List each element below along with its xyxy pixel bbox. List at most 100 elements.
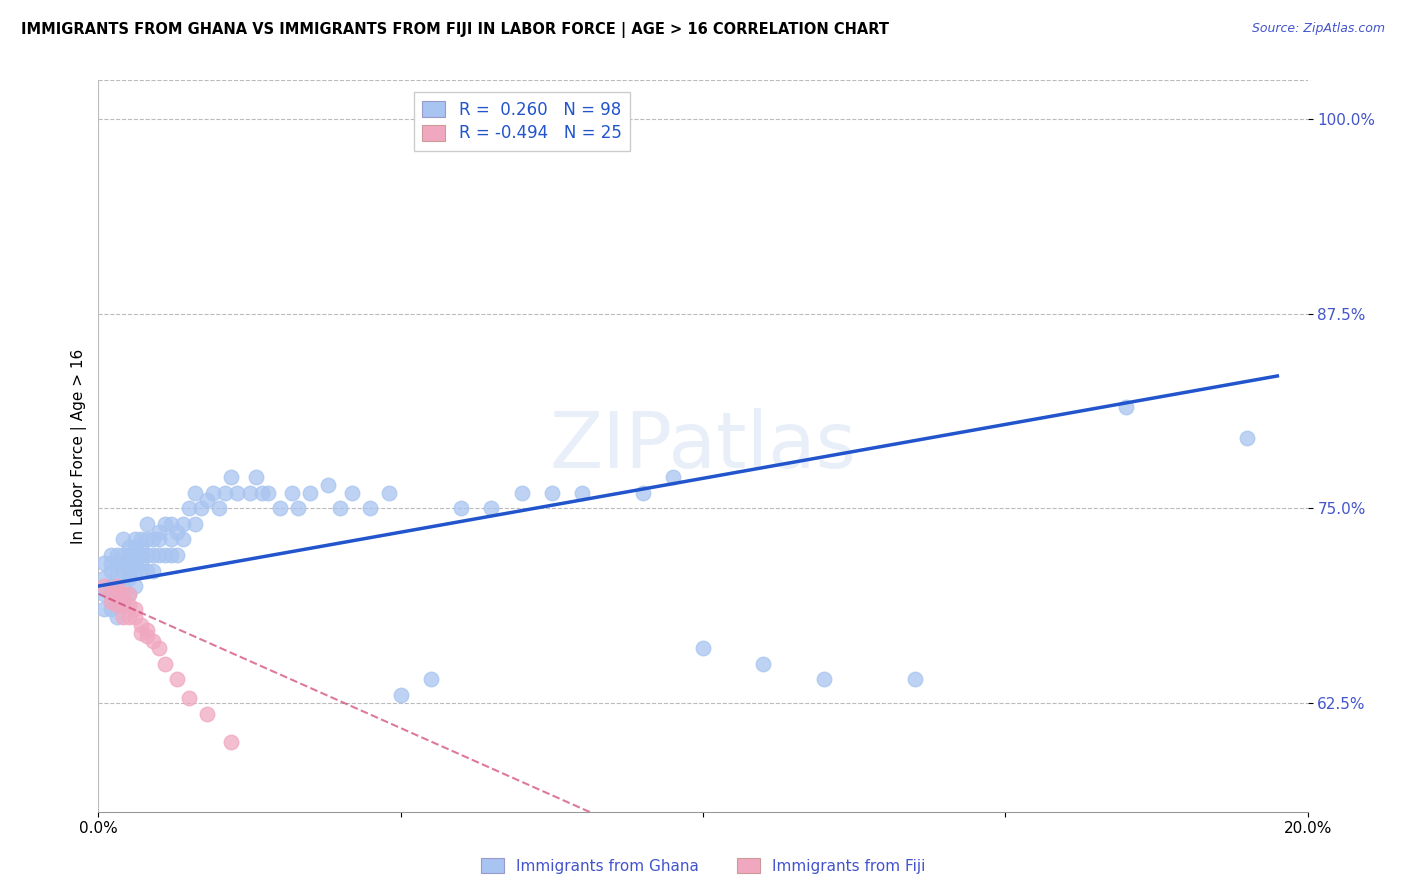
Point [202,485,225,500]
Legend: Immigrants from Ghana, Immigrants from Fiji: Immigrants from Ghana, Immigrants from F… [475,852,931,880]
Point [813,673,835,687]
Point [1115,400,1137,414]
Point [100,587,122,601]
Point [631,485,654,500]
Point [129,618,152,632]
Point [135,548,157,562]
Point [256,485,278,500]
Point [124,540,146,554]
Point [360,501,382,516]
Point [540,485,562,500]
Text: ZIPatlas: ZIPatlas [550,408,856,484]
Point [148,641,170,656]
Point [111,556,134,570]
Point [135,623,157,637]
Point [142,633,165,648]
Point [124,548,146,562]
Point [124,533,146,547]
Point [148,533,170,547]
Point [160,548,183,562]
Point [93,602,115,616]
Point [221,734,243,748]
Point [124,564,146,578]
Point [118,610,141,624]
Point [124,602,146,616]
Point [184,485,207,500]
Point [153,516,176,531]
Point [105,579,128,593]
Point [450,501,472,516]
Text: IMMIGRANTS FROM GHANA VS IMMIGRANTS FROM FIJI IN LABOR FORCE | AGE > 16 CORRELAT: IMMIGRANTS FROM GHANA VS IMMIGRANTS FROM… [21,22,889,38]
Point [100,594,122,608]
Point [93,579,115,593]
Point [105,598,128,612]
Point [135,533,157,547]
Point [135,516,157,531]
Point [129,548,152,562]
Point [184,516,207,531]
Text: Source: ZipAtlas.com: Source: ZipAtlas.com [1251,22,1385,36]
Point [105,587,128,601]
Point [226,485,249,500]
Point [100,587,122,601]
Point [111,579,134,593]
Point [245,470,267,484]
Point [377,485,399,500]
Point [510,485,533,500]
Point [111,587,134,601]
Point [166,548,188,562]
Point [148,548,170,562]
Point [118,571,141,585]
Point [571,485,593,500]
Point [129,540,152,554]
Point [481,501,503,516]
Point [105,548,128,562]
Point [195,493,218,508]
Point [179,501,201,516]
Point [160,533,183,547]
Point [118,587,141,601]
Point [129,533,152,547]
Point [124,556,146,570]
Point [148,524,170,539]
Point [129,556,152,570]
Point [172,516,194,531]
Point [389,688,412,702]
Point [93,587,115,601]
Point [105,579,128,593]
Point [661,470,683,484]
Point [124,610,146,624]
Point [111,598,134,612]
Point [153,657,176,671]
Point [118,556,141,570]
Point [111,564,134,578]
Point [105,556,128,570]
Point [111,610,134,624]
Point [160,516,183,531]
Point [118,598,141,612]
Point [111,594,134,608]
Point [221,470,243,484]
Point [692,641,714,656]
Point [118,587,141,601]
Point [105,594,128,608]
Y-axis label: In Labor Force | Age > 16: In Labor Force | Age > 16 [72,349,87,543]
Point [135,564,157,578]
Point [105,610,128,624]
Point [269,501,291,516]
Point [135,629,157,643]
Point [166,524,188,539]
Point [100,579,122,593]
Point [142,548,165,562]
Point [1236,431,1258,445]
Point [118,564,141,578]
Point [105,587,128,601]
Point [342,485,364,500]
Point [129,564,152,578]
Point [214,485,236,500]
Point [329,501,352,516]
Point [166,673,188,687]
Point [195,706,218,721]
Point [100,548,122,562]
Point [124,579,146,593]
